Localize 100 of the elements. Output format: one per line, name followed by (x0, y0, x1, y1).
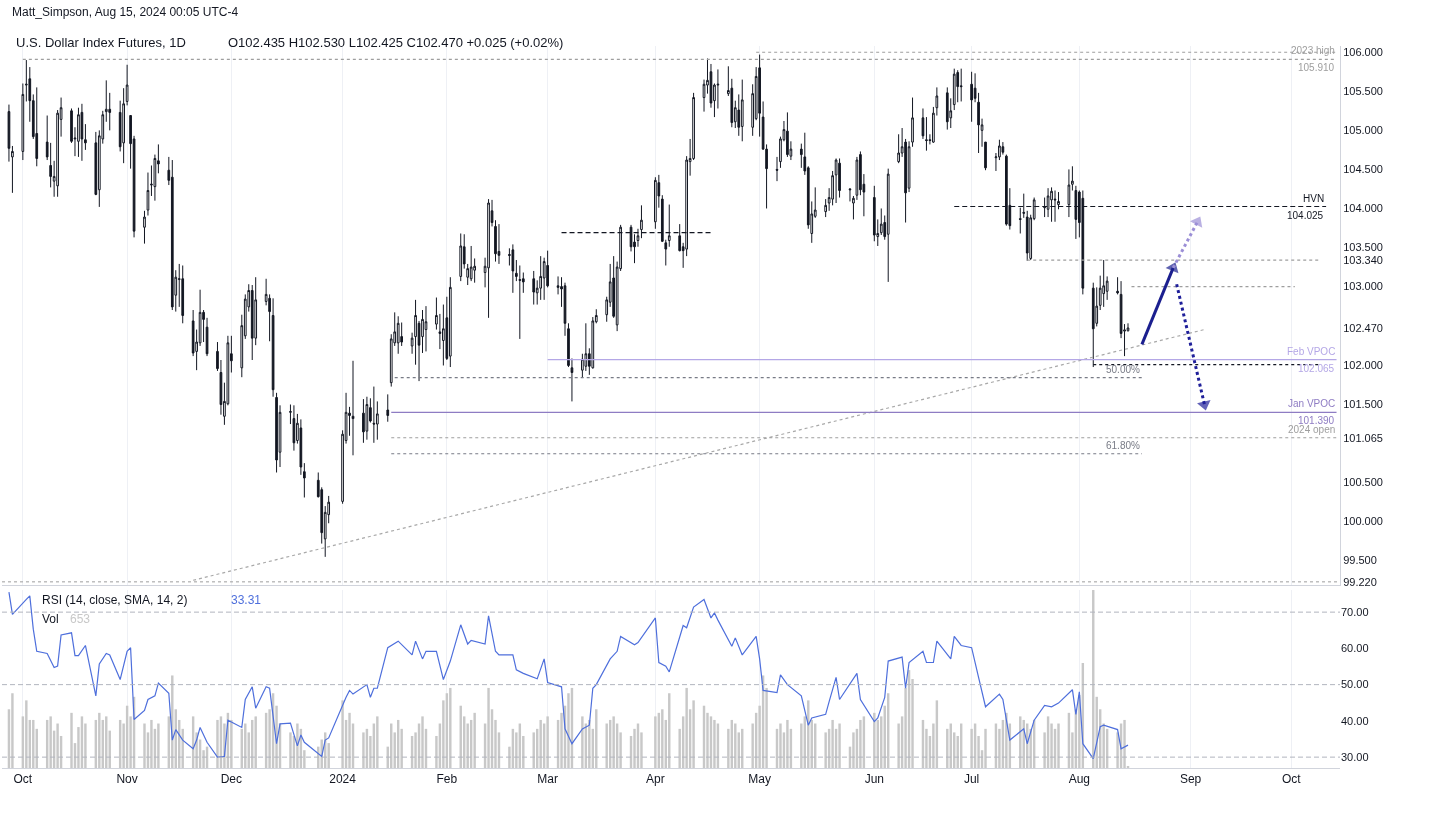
candlestick (292, 404, 296, 452)
candlestick (271, 297, 275, 398)
y-tick-label: 40.00 (1341, 714, 1369, 727)
candlestick (518, 264, 522, 340)
candlestick (1025, 210, 1029, 262)
x-tick-label: 2024 (329, 772, 357, 787)
x-tick-label: Dec (220, 772, 243, 787)
x-tick-label: Apr (646, 772, 665, 787)
y-tick-label: 70.00 (1341, 605, 1369, 618)
bar (824, 732, 827, 768)
bar (487, 687, 490, 768)
x-tick-label: Nov (116, 772, 138, 787)
candlestick (1102, 259, 1106, 308)
bar (605, 723, 608, 768)
y-tick-label: 99.500 (1343, 553, 1377, 566)
series-label: Jan VPOC (1288, 398, 1336, 409)
bar (873, 712, 876, 768)
y-tick-label: 102.000 (1343, 358, 1383, 371)
bar (539, 719, 542, 768)
bar (852, 732, 855, 768)
bar (157, 723, 160, 768)
bar (595, 709, 598, 768)
candlestick (1001, 141, 1005, 156)
chart-subtitle: O102.435 H102.530 L102.425 C102.470 +0.025 (+0.02%) (228, 35, 564, 50)
series-label: 61.80% (1106, 440, 1141, 451)
y-tick-label: 104.000 (1343, 202, 1383, 215)
bar (779, 723, 782, 768)
bar (970, 728, 973, 768)
bar (984, 728, 987, 768)
x-tick-label: Mar (537, 772, 558, 787)
bar (946, 728, 949, 768)
text: Vol (42, 612, 59, 626)
series-label: 2023 high (1291, 45, 1335, 56)
candlestick (181, 264, 185, 324)
bar (588, 719, 591, 768)
candlestick (511, 243, 515, 294)
bar (289, 732, 292, 768)
data-label: 101.390 (1298, 415, 1335, 426)
y-tick-label: 103.340 (1343, 253, 1383, 266)
y-tick-label: 60.00 (1341, 642, 1369, 655)
candlestick (959, 68, 963, 102)
candlestick (740, 79, 744, 142)
y-tick-label: 103.000 (1343, 280, 1383, 293)
data-label: 104.025 (1287, 210, 1324, 221)
bar (11, 693, 14, 768)
bar (150, 719, 153, 768)
candlestick (396, 315, 400, 355)
y-tick-label: 105.500 (1343, 85, 1383, 98)
bar (473, 712, 476, 768)
candlestick (921, 107, 925, 140)
bar (362, 732, 365, 768)
bar (685, 687, 688, 768)
y-tick-label: 101.065 (1343, 431, 1383, 444)
candlestick (970, 71, 973, 123)
candlestick (469, 245, 473, 282)
candlestick (365, 396, 369, 441)
bar (713, 719, 716, 768)
bar (633, 728, 636, 768)
x-tick-label: Aug (1068, 772, 1091, 787)
x-tick-label: Oct (1282, 772, 1302, 787)
bar (70, 712, 73, 768)
data-label: 105.910 (1298, 62, 1335, 73)
bar (348, 712, 351, 768)
bar (661, 709, 664, 768)
candlestick (886, 168, 890, 283)
candlestick (80, 103, 84, 162)
bar (692, 700, 695, 768)
annotation: 33.31 (231, 593, 262, 607)
y-tick-label: 99.220 (1343, 575, 1377, 588)
bar (216, 719, 219, 768)
chart-title: RSI (14, close, SMA, 14, 2) (42, 593, 188, 607)
x-tick-label: Sep (1179, 772, 1202, 787)
candlestick (424, 305, 428, 352)
bar (1057, 723, 1060, 768)
candlestick (786, 111, 789, 158)
candlestick (362, 398, 365, 444)
bar (376, 716, 379, 768)
bar (786, 719, 789, 768)
candlestick (925, 116, 928, 152)
bar (838, 723, 841, 768)
y-tick-label: 104.500 (1343, 163, 1383, 176)
candlestick (448, 276, 452, 368)
candlestick (459, 232, 463, 282)
x-tick-label: May (748, 772, 771, 787)
y-tick-label: 106.000 (1343, 46, 1383, 59)
series-label: HVN (1303, 193, 1325, 204)
bar (1123, 719, 1126, 768)
bar (831, 719, 834, 768)
candlestick (35, 86, 39, 167)
candlestick (834, 157, 838, 204)
candlestick (532, 270, 536, 306)
y-tick-label: 100.500 (1343, 475, 1383, 488)
data-label: 102.065 (1298, 363, 1335, 374)
candlestick (386, 393, 390, 423)
candlestick (487, 198, 490, 319)
candlestick (945, 86, 949, 131)
series-label: Feb VPOC (1287, 346, 1336, 357)
y-tick-label: 105.000 (1343, 124, 1383, 137)
candlestick (143, 210, 146, 245)
candlestick (351, 360, 355, 456)
